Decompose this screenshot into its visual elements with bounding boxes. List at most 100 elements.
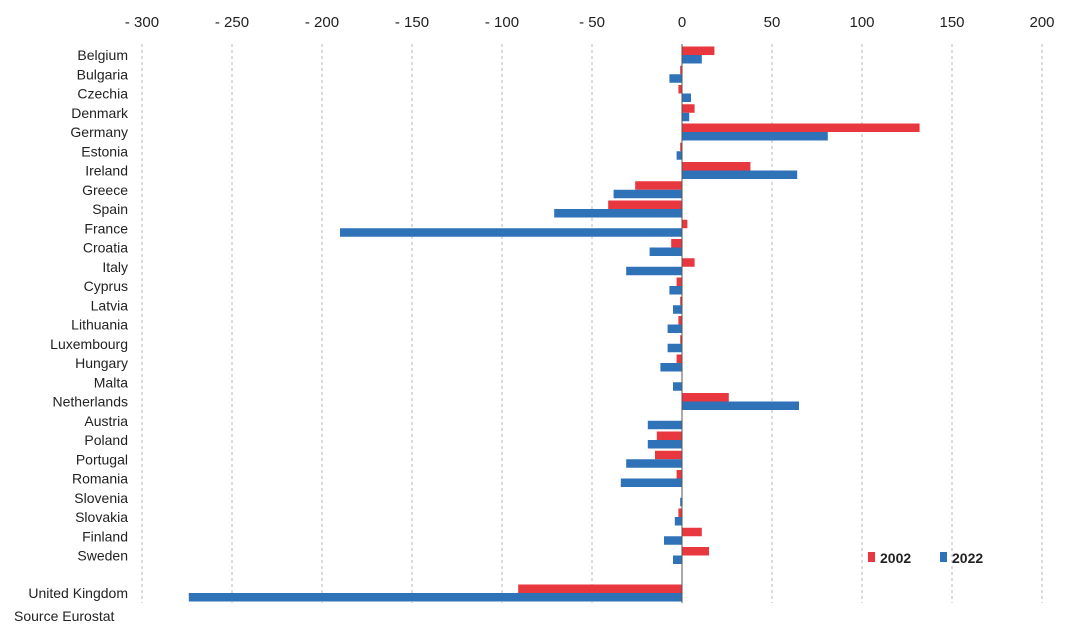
x-tick-label: 150 bbox=[939, 14, 964, 31]
legend-swatch-2002 bbox=[868, 552, 875, 562]
bar-2002-bulgaria bbox=[680, 65, 682, 75]
bar-2002-hungary bbox=[676, 354, 682, 363]
bar-2022-united-kingdom bbox=[188, 593, 683, 602]
bar-2022-belgium bbox=[682, 55, 702, 64]
bar-2002-belgium bbox=[682, 46, 715, 55]
bar-2002-cyprus bbox=[676, 277, 682, 286]
bar-2002-france bbox=[682, 219, 688, 229]
bar-2022-lithuania bbox=[667, 324, 682, 333]
bar-2002-croatia bbox=[671, 239, 682, 248]
bar-2022-slovakia bbox=[674, 517, 682, 526]
x-tick-label: 0 bbox=[678, 14, 686, 31]
bar-2002-romania bbox=[676, 470, 682, 479]
source-note: Source Eurostat bbox=[14, 608, 115, 624]
bar-2002-portugal bbox=[655, 450, 682, 460]
bar-2002-czechia bbox=[678, 85, 682, 94]
bar-2022-cyprus bbox=[669, 286, 682, 295]
legend-label-2022: 2022 bbox=[952, 550, 983, 566]
x-tick-label: - 200 bbox=[305, 14, 339, 31]
bar-2022-estonia bbox=[676, 151, 682, 160]
bar-2022-greece bbox=[613, 189, 682, 199]
bars bbox=[188, 46, 920, 602]
category-label: Greece bbox=[82, 182, 128, 198]
x-tick-label: - 150 bbox=[395, 14, 429, 31]
bar-2002-germany bbox=[682, 123, 920, 132]
bar-2002-united-kingdom bbox=[518, 584, 682, 593]
category-label: Belgium bbox=[77, 47, 128, 63]
category-label: Lithuania bbox=[71, 317, 128, 333]
bar-2022-austria bbox=[647, 420, 682, 430]
category-label: Romania bbox=[72, 471, 128, 487]
category-label: Netherlands bbox=[53, 394, 129, 410]
bar-2022-spain bbox=[554, 209, 682, 218]
bar-2002-italy bbox=[682, 258, 695, 267]
bar-2002-finland bbox=[682, 527, 702, 537]
category-label: Finland bbox=[82, 528, 128, 544]
category-label: United Kingdom bbox=[28, 585, 128, 601]
category-label: Ireland bbox=[85, 163, 128, 179]
category-label: Portugal bbox=[76, 451, 128, 467]
category-label: Czechia bbox=[77, 86, 128, 102]
bar-2022-poland bbox=[647, 440, 682, 449]
bar-2022-luxembourg bbox=[667, 343, 682, 353]
category-label: Denmark bbox=[71, 105, 129, 121]
category-label: Austria bbox=[84, 413, 128, 429]
bar-2022-hungary bbox=[660, 363, 682, 372]
category-label: Slovenia bbox=[74, 490, 128, 506]
bar-2022-finland bbox=[664, 536, 682, 545]
bar-2002-ireland bbox=[682, 162, 751, 171]
category-label: Italy bbox=[102, 259, 128, 275]
category-label: Estonia bbox=[81, 143, 128, 159]
bar-2022-sweden bbox=[673, 555, 682, 564]
x-tick-label: - 250 bbox=[215, 14, 249, 31]
bar-2022-france bbox=[340, 228, 682, 237]
category-labels: Belgium Bulgaria Czechia Denmark Germany Esto… bbox=[28, 47, 129, 601]
bar-2002-greece bbox=[635, 181, 682, 190]
category-label: Sweden bbox=[77, 548, 128, 564]
x-tick-label: 100 bbox=[849, 14, 874, 31]
bar-2002-sweden bbox=[682, 547, 709, 556]
bar-2002-estonia bbox=[680, 142, 682, 152]
category-label: France bbox=[84, 220, 128, 236]
bar-2022-italy bbox=[626, 266, 682, 276]
category-label: Luxembourg bbox=[50, 336, 128, 352]
legend: 2002 2022 bbox=[868, 550, 983, 566]
bar-2002-spain bbox=[608, 200, 682, 209]
legend-swatch-2022 bbox=[940, 552, 947, 562]
bar-2022-croatia bbox=[649, 247, 682, 256]
bar-2002-luxembourg bbox=[680, 335, 682, 344]
bar-2002-denmark bbox=[682, 104, 695, 113]
bar-2002-poland bbox=[656, 431, 682, 440]
bar-2022-netherlands bbox=[682, 401, 799, 410]
legend-label-2002: 2002 bbox=[880, 550, 911, 566]
bar-2022-romania bbox=[620, 478, 682, 487]
bar-2002-latvia bbox=[680, 296, 682, 306]
x-tick-label: 200 bbox=[1029, 14, 1054, 31]
category-label: Croatia bbox=[83, 240, 128, 256]
bar-2022-latvia bbox=[673, 305, 682, 314]
x-tick-label: - 300 bbox=[125, 14, 159, 31]
bar-2022-portugal bbox=[626, 459, 682, 468]
category-label: Germany bbox=[70, 124, 128, 140]
bar-2022-slovenia bbox=[680, 497, 682, 507]
bar-2002-netherlands bbox=[682, 393, 729, 402]
category-label: Slovakia bbox=[75, 509, 128, 525]
x-tick-label: - 50 bbox=[579, 14, 605, 31]
bar-2022-bulgaria bbox=[669, 74, 682, 83]
category-label: Latvia bbox=[91, 297, 129, 313]
category-label: Bulgaria bbox=[77, 66, 129, 82]
x-tick-label: 50 bbox=[764, 14, 781, 31]
x-tick-label: - 100 bbox=[485, 14, 519, 31]
category-label: Cyprus bbox=[84, 278, 128, 294]
bar-2002-slovakia bbox=[678, 508, 682, 517]
bar-2022-denmark bbox=[682, 112, 690, 122]
bar-2022-ireland bbox=[682, 170, 798, 179]
bar-2022-germany bbox=[682, 132, 828, 141]
category-label: Poland bbox=[84, 432, 128, 448]
category-label: Malta bbox=[94, 374, 128, 390]
x-axis-ticks: - 300 - 250 - 200 - 150 - 100 - 50 0 50 100 150 20… bbox=[125, 14, 1055, 31]
bar-2022-malta bbox=[673, 382, 682, 391]
category-label: Spain bbox=[92, 201, 128, 217]
category-label: Hungary bbox=[75, 355, 128, 371]
